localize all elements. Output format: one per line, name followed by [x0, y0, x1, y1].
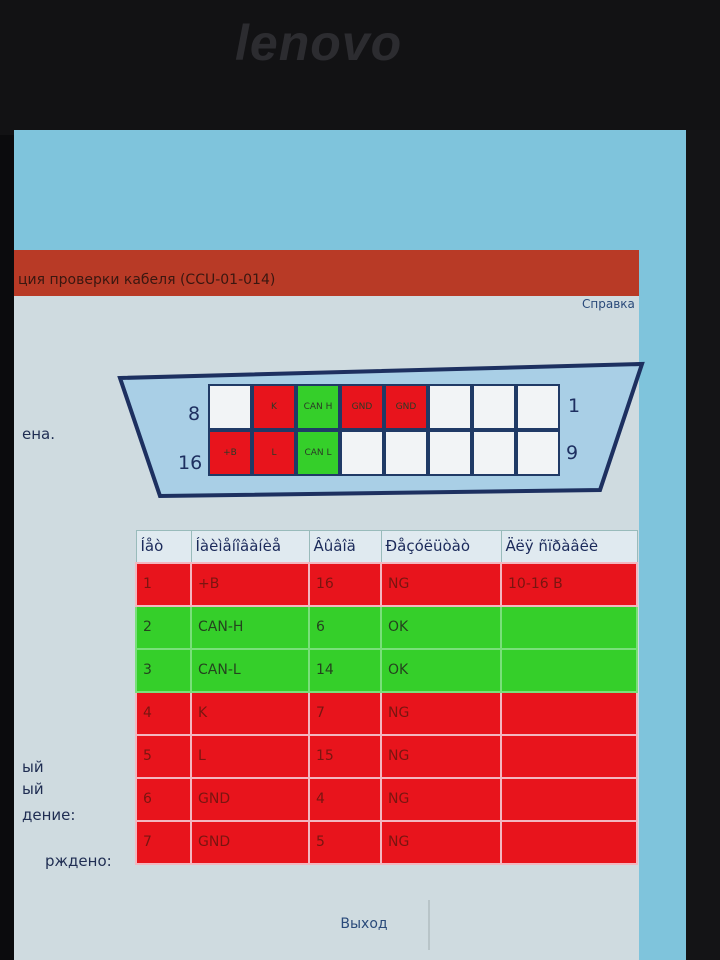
table-row[interactable]: 3 CAN-L 14 OK [135, 647, 638, 693]
pin-number-label: 8 [188, 403, 201, 425]
connector-pin: L [252, 430, 296, 476]
left-label: ена. [22, 425, 55, 443]
table-cell: CAN-L [190, 647, 310, 693]
table-cell: 15 [308, 733, 382, 779]
column-header[interactable]: Âûâîä [308, 530, 382, 563]
connector-pin [516, 384, 560, 430]
table-row[interactable]: 5 L 15 NG [135, 733, 638, 779]
pin-number-label: 1 [568, 395, 581, 417]
table-cell: 6 [308, 604, 382, 650]
connector-pin [384, 430, 428, 476]
lenovo-logo: lenovo [235, 15, 403, 71]
connector-pin: +B [208, 430, 252, 476]
table-cell: 6 [135, 776, 192, 822]
table-cell [500, 604, 638, 650]
table-cell: 3 [135, 647, 192, 693]
left-label: дение: [22, 806, 76, 824]
table-cell: NG [380, 776, 502, 822]
column-header[interactable]: Ðåçóëüòàò [380, 530, 502, 563]
table-cell: K [190, 690, 310, 736]
connector-pin [340, 430, 384, 476]
connector-pin [208, 384, 252, 430]
column-header[interactable]: Íåò [135, 530, 192, 563]
table-cell [500, 733, 638, 779]
table-cell: L [190, 733, 310, 779]
exit-button[interactable]: Выход [300, 900, 430, 950]
connector-pin [516, 430, 560, 476]
table-row[interactable]: 7 GND 5 NG [135, 819, 638, 865]
connector-pin: GND [384, 384, 428, 430]
table-cell: +B [190, 561, 310, 607]
table-cell: 4 [135, 690, 192, 736]
connector-pin [472, 430, 516, 476]
table-cell: 14 [308, 647, 382, 693]
connector-pin: GND [340, 384, 384, 430]
table-row[interactable]: 1 +B 16 NG 10-16 В [135, 561, 638, 607]
table-cell: 7 [308, 690, 382, 736]
table-cell: 7 [135, 819, 192, 865]
table-cell: OK [380, 604, 502, 650]
results-table: Íåò Íàèìåíîâàíèå Âûâîä Ðåçóëüòàò Äëÿ ñïð… [135, 530, 638, 865]
table-cell: 5 [135, 733, 192, 779]
table-cell: 16 [308, 561, 382, 607]
table-cell: 5 [308, 819, 382, 865]
table-cell: NG [380, 819, 502, 865]
table-cell: GND [190, 776, 310, 822]
screen-edge [686, 130, 720, 960]
table-cell [500, 690, 638, 736]
table-row[interactable]: 6 GND 4 NG [135, 776, 638, 822]
window-title[interactable]: ция проверки кабеля (CCU-01-014) [14, 250, 639, 296]
column-header[interactable]: Äëÿ ñïðàâêè [500, 530, 638, 563]
table-cell: NG [380, 561, 502, 607]
table-cell: GND [190, 819, 310, 865]
table-cell: 2 [135, 604, 192, 650]
pin-number-label: 16 [178, 452, 203, 474]
connector-pin [472, 384, 516, 430]
connector-pin: CAN L [296, 430, 340, 476]
table-cell: NG [380, 733, 502, 779]
connector-pin: K [252, 384, 296, 430]
monitor-bezel: lenovo [0, 0, 720, 135]
table-cell [500, 647, 638, 693]
table-cell [500, 819, 638, 865]
table-row[interactable]: 4 K 7 NG [135, 690, 638, 736]
table-cell: CAN-H [190, 604, 310, 650]
connector-pin: CAN H [296, 384, 340, 430]
left-label: ый [22, 758, 44, 776]
help-link[interactable]: Справка [582, 297, 635, 311]
table-cell: NG [380, 690, 502, 736]
table-cell [500, 776, 638, 822]
table-cell: OK [380, 647, 502, 693]
table-row[interactable]: 2 CAN-H 6 OK [135, 604, 638, 650]
left-label: рждено: [45, 852, 112, 870]
table-cell: 4 [308, 776, 382, 822]
table-cell: 1 [135, 561, 192, 607]
table-cell: 10-16 В [500, 561, 638, 607]
connector-pin [428, 384, 472, 430]
pin-number-label: 9 [566, 442, 579, 464]
connector-pin [428, 430, 472, 476]
column-header[interactable]: Íàèìåíîâàíèå [190, 530, 310, 563]
left-label: ый [22, 780, 44, 798]
